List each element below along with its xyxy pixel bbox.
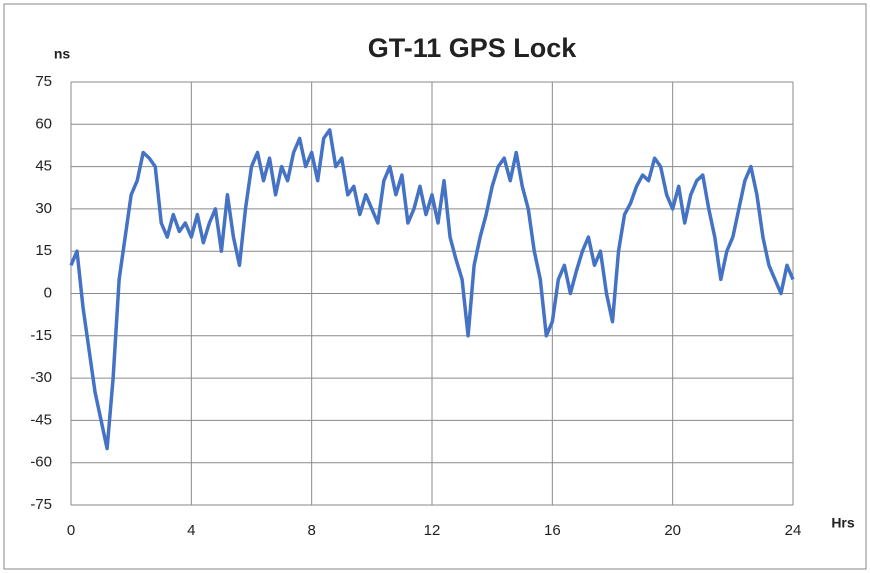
y-tick-label: 30 [35, 200, 52, 217]
y-tick-label: 60 [35, 115, 52, 132]
y-tick-label: -75 [30, 496, 52, 513]
x-tick-label: 16 [544, 522, 561, 539]
y-tick-label: -60 [30, 454, 52, 471]
y-axis-label: ns [54, 46, 71, 62]
x-tick-label: 4 [187, 522, 195, 539]
chart-border [3, 3, 867, 570]
y-tick-label: 45 [35, 158, 52, 175]
y-tick-label: -15 [30, 327, 52, 344]
x-axis-label: Hrs [831, 515, 855, 531]
x-tick-label: 20 [664, 522, 681, 539]
y-tick-label: 15 [35, 242, 52, 259]
y-tick-label: 75 [35, 73, 52, 90]
y-tick-label: -30 [30, 369, 52, 386]
y-tick-label: 0 [44, 284, 52, 301]
x-tick-label: 24 [785, 522, 802, 539]
y-tick-label: -45 [30, 411, 52, 428]
x-tick-label: 12 [424, 522, 441, 539]
x-tick-label: 8 [307, 522, 315, 539]
x-tick-label: 0 [67, 522, 75, 539]
chart-title: GT-11 GPS Lock [368, 33, 578, 63]
data-line [69, 128, 795, 451]
